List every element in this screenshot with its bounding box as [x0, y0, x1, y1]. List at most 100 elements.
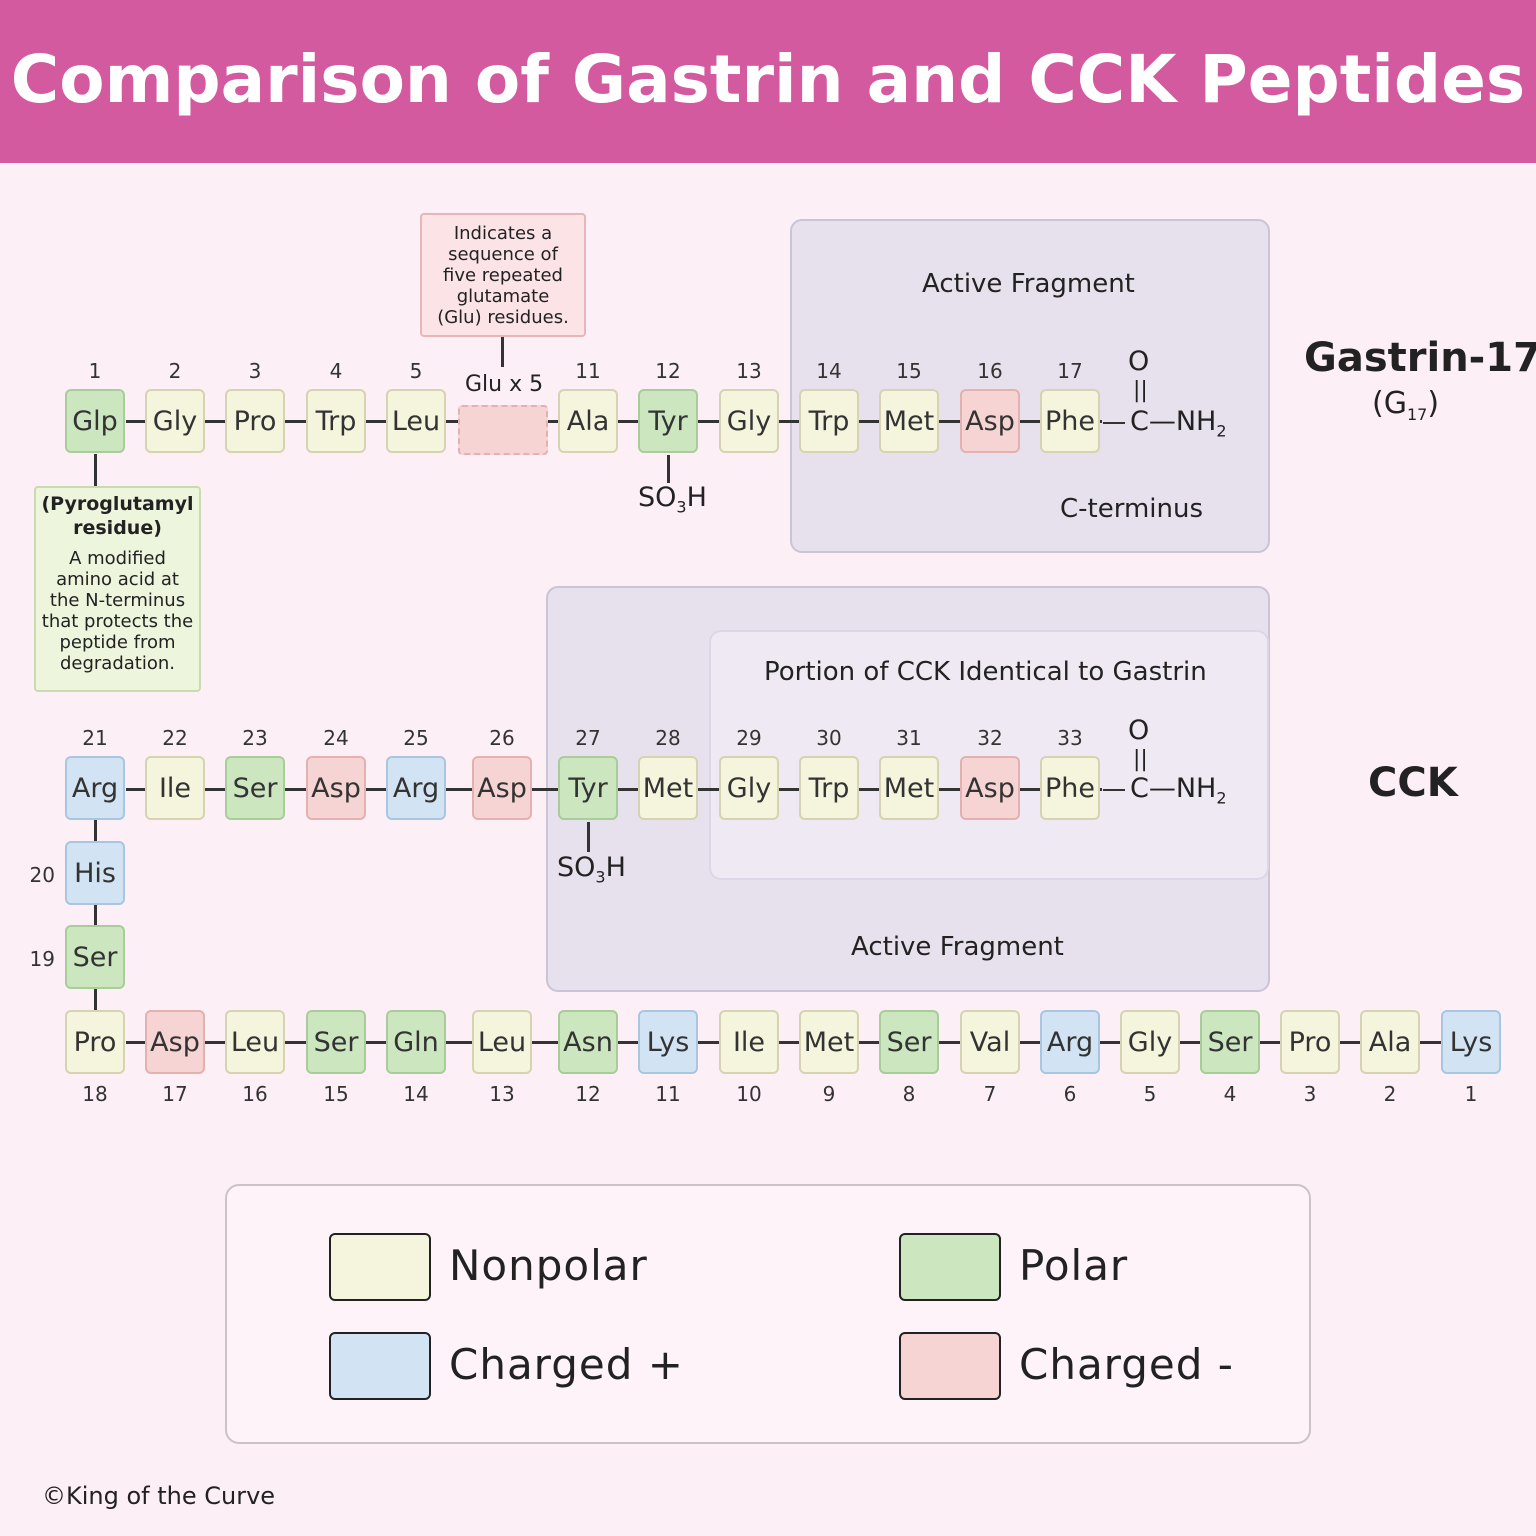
residue-number: 23 [242, 726, 268, 750]
residue-number: 28 [655, 726, 681, 750]
residue-pro-3: Pro [225, 389, 285, 453]
residue-number: 15 [323, 1082, 349, 1106]
legend: Nonpolar Polar Charged + Charged - [225, 1184, 1311, 1444]
residue-number: 20 [29, 863, 55, 887]
residue-gly-29: Gly [719, 756, 779, 820]
residue-number: 14 [816, 359, 842, 383]
residue-lys-11: Lys [638, 1010, 698, 1074]
glu-note-connector [501, 337, 504, 367]
residue-met-9: Met [799, 1010, 859, 1074]
legend-charged-pos-swatch [329, 1332, 431, 1400]
residue-number: 2 [168, 359, 182, 383]
residue-number: 4 [329, 359, 343, 383]
residue-ile-22: Ile [145, 756, 205, 820]
cck-so3h: SO3H [557, 852, 626, 887]
legend-nonpolar-label: Nonpolar [449, 1241, 648, 1290]
legend-charged-pos-label: Charged + [449, 1340, 684, 1389]
c-terminus-label: C-terminus [1060, 494, 1204, 524]
glu-repeat-block [458, 405, 548, 455]
cck-carbonyl-o: O [1128, 715, 1150, 746]
residue-number: 31 [896, 726, 922, 750]
residue-number: 22 [162, 726, 188, 750]
residue-ala-2: Ala [1360, 1010, 1420, 1074]
residue-number: 9 [822, 1082, 836, 1106]
residue-met-31: Met [879, 756, 939, 820]
residue-tyr-27: Tyr [558, 756, 618, 820]
residue-number: 25 [403, 726, 429, 750]
residue-lys-1: Lys [1441, 1010, 1501, 1074]
glu-x5-label: Glu x 5 [465, 372, 544, 397]
copyright: ©King of the Curve [42, 1482, 276, 1510]
residue-ser-23: Ser [225, 756, 285, 820]
cck-identical-portion-panel [709, 630, 1269, 880]
legend-charged-neg-label: Charged - [1019, 1340, 1234, 1389]
residue-ser-8: Ser [879, 1010, 939, 1074]
residue-ser-19: Ser [65, 925, 125, 989]
residue-number: 1 [88, 359, 102, 383]
residue-trp-4: Trp [306, 389, 366, 453]
cck-active-fragment-label: Active Fragment [851, 932, 1064, 962]
residue-number: 17 [1057, 359, 1083, 383]
gastrin-amide-bond [1103, 422, 1125, 424]
residue-met-15: Met [879, 389, 939, 453]
residue-tyr-12: Tyr [638, 389, 698, 453]
residue-number: 18 [82, 1082, 108, 1106]
residue-number: 27 [575, 726, 601, 750]
residue-met-28: Met [638, 756, 698, 820]
legend-polar-label: Polar [1019, 1241, 1129, 1290]
residue-leu-13: Leu [472, 1010, 532, 1074]
legend-charged-neg-swatch [899, 1332, 1001, 1400]
residue-number: 13 [489, 1082, 515, 1106]
residue-number: 32 [977, 726, 1003, 750]
cck-c-terminal-amide: C—NH2 [1130, 773, 1227, 808]
residue-number: 7 [983, 1082, 997, 1106]
residue-phe-17: Phe [1040, 389, 1100, 453]
residue-number: 21 [82, 726, 108, 750]
pyroglutamyl-note-text: A modified amino acid at the N-terminus … [41, 548, 194, 674]
gastrin-g17-label: (G17) [1372, 386, 1440, 424]
gastrin-so3h: SO3H [638, 482, 707, 517]
residue-pro-18: Pro [65, 1010, 125, 1074]
residue-gly-13: Gly [719, 389, 779, 453]
residue-trp-14: Trp [799, 389, 859, 453]
gastrin-17-label: Gastrin-17 [1304, 335, 1536, 381]
residue-number: 3 [1303, 1082, 1317, 1106]
residue-asn-12: Asn [558, 1010, 618, 1074]
residue-number: 16 [977, 359, 1003, 383]
gastrin-c-terminal-amide: C—NH2 [1130, 406, 1227, 441]
residue-number: 2 [1383, 1082, 1397, 1106]
residue-number: 11 [655, 1082, 681, 1106]
residue-ser-4: Ser [1200, 1010, 1260, 1074]
residue-asp-24: Asp [306, 756, 366, 820]
residue-number: 8 [902, 1082, 916, 1106]
gastrin-carbonyl-double-bond: || [1133, 378, 1148, 403]
pyroglutamyl-note: (Pyroglutamyl residue) A modified amino … [34, 486, 201, 692]
residue-number: 15 [896, 359, 922, 383]
residue-number: 1 [1464, 1082, 1478, 1106]
residue-number: 17 [162, 1082, 188, 1106]
residue-arg-21: Arg [65, 756, 125, 820]
legend-nonpolar-swatch [329, 1233, 431, 1301]
residue-his-20: His [65, 841, 125, 905]
pyroglutamyl-note-title: (Pyroglutamyl residue) [41, 493, 194, 539]
residue-trp-30: Trp [799, 756, 859, 820]
residue-pro-3: Pro [1280, 1010, 1340, 1074]
residue-asp-26: Asp [472, 756, 532, 820]
residue-ala-11: Ala [558, 389, 618, 453]
residue-number: 11 [575, 359, 601, 383]
cck-backbone-lower [126, 1041, 1442, 1044]
gastrin-tyr-sulfate-bond [667, 455, 670, 483]
residue-number: 3 [248, 359, 262, 383]
residue-number: 29 [736, 726, 762, 750]
legend-polar-swatch [899, 1233, 1001, 1301]
residue-gly-2: Gly [145, 389, 205, 453]
residue-number: 5 [409, 359, 423, 383]
residue-number: 30 [816, 726, 842, 750]
residue-leu-5: Leu [386, 389, 446, 453]
residue-number: 12 [575, 1082, 601, 1106]
residue-gly-5: Gly [1120, 1010, 1180, 1074]
gastrin-active-fragment-label: Active Fragment [922, 269, 1135, 299]
residue-number: 5 [1143, 1082, 1157, 1106]
cck-identical-portion-label: Portion of CCK Identical to Gastrin [764, 657, 1207, 687]
residue-ile-10: Ile [719, 1010, 779, 1074]
